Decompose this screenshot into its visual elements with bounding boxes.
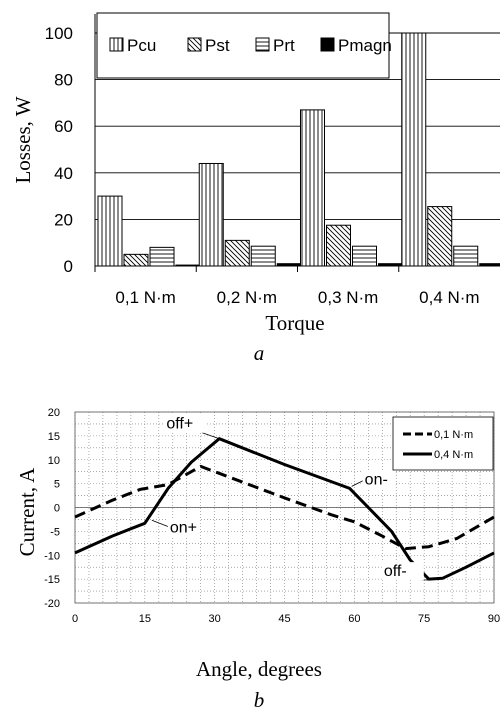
a-bar-prt xyxy=(250,245,276,267)
b-y-tick-label: -15 xyxy=(44,574,60,586)
a-caption: a xyxy=(254,341,265,365)
b-legend-box xyxy=(392,416,494,471)
b-series-line-2 xyxy=(74,437,495,581)
a-bars xyxy=(97,32,500,267)
b-annotation-label: off- xyxy=(384,563,407,580)
a-legend-label-pcu: Pcu xyxy=(127,36,156,55)
a-bar-pcu xyxy=(97,195,123,267)
b-annotations: off+ on+ on-off- xyxy=(151,414,429,581)
b-x-tick-label: 45 xyxy=(278,613,290,625)
b-y-tick-label: -10 xyxy=(44,550,60,562)
b-axes xyxy=(74,411,495,604)
b-annotation-bg xyxy=(381,562,424,581)
a-bar-pst xyxy=(326,224,351,267)
a-y-tick-label: 80 xyxy=(54,71,73,90)
b-annotation-bg xyxy=(167,518,201,537)
b-y-tick-label: 15 xyxy=(48,431,60,443)
a-axes xyxy=(94,14,500,272)
a-bar-pcu xyxy=(401,32,427,267)
b-annotation-bg xyxy=(362,470,396,489)
a-legend-box xyxy=(96,12,390,79)
b-annotation-leader xyxy=(151,519,170,528)
b-y-tick-label: -20 xyxy=(44,598,60,610)
a-legend-label-pst: Pst xyxy=(205,36,230,55)
a-legend-swatch-pmagn xyxy=(320,37,335,52)
b-y-tick-label: 10 xyxy=(48,455,60,467)
b-annotation-label: on+ xyxy=(170,519,197,536)
losses-bar-chart: 0 20 40 60 80 100 0,1 N·m 0,2 N·m 0,3 N·m 0,4 N·… xyxy=(11,12,500,365)
a-legend-swatch-pst xyxy=(187,37,202,52)
a-legend-label-prt: Prt xyxy=(273,36,295,55)
b-y-tick-label: 20 xyxy=(48,407,60,419)
a-bar-prt xyxy=(453,245,479,267)
b-x-tick-labels: 0 15 30 45 60 75 90 xyxy=(72,613,500,625)
b-annotation-leader xyxy=(202,432,220,440)
a-legend-swatch-prt xyxy=(255,37,270,52)
b-y-tick-labels: 20 15 10 5 0 -5 -10 -15 -20 xyxy=(44,407,60,610)
a-x-tick-label: 0,1 N·m xyxy=(115,288,175,307)
a-y-axis-label: Losses, W xyxy=(11,96,35,183)
b-x-tick-label: 90 xyxy=(488,613,500,625)
a-legend-label-pmagn: Pmagn xyxy=(338,36,392,55)
b-x-tick-label: 75 xyxy=(418,613,430,625)
b-series-lines xyxy=(74,437,495,581)
b-annotation-label: on- xyxy=(365,471,388,488)
a-bar-prt xyxy=(352,245,377,267)
a-y-tick-labels: 0 20 40 60 80 100 xyxy=(45,24,73,276)
current-line-chart: 20 15 10 5 0 -5 -10 -15 -20 0 15 30 45 60 75 90 off+ on… xyxy=(15,407,500,712)
b-gridlines xyxy=(74,411,495,604)
a-bar-pcu xyxy=(300,109,325,267)
a-legend-swatch-pcu xyxy=(109,37,124,52)
a-y-tick-label: 20 xyxy=(54,210,73,229)
b-legend-label-2: 0,4 N·m xyxy=(434,449,473,461)
b-legend-label-1: 0,1 N·m xyxy=(434,429,473,441)
a-x-tick-label: 0,3 N·m xyxy=(318,288,378,307)
b-annotation-bg xyxy=(164,414,207,433)
b-y-tick-label: 5 xyxy=(54,479,60,491)
b-x-axis-label: Angle, degrees xyxy=(196,657,322,681)
b-x-tick-label: 15 xyxy=(139,613,151,625)
a-y-tick-label: 0 xyxy=(64,257,73,276)
a-y-tick-label: 60 xyxy=(54,117,73,136)
b-y-tick-label: -5 xyxy=(50,526,60,538)
a-bar-pst xyxy=(224,239,250,267)
b-x-tick-label: 30 xyxy=(209,613,221,625)
b-x-tick-label: 60 xyxy=(348,613,360,625)
b-series-line-1 xyxy=(74,464,495,551)
a-legend: Pcu Pst Prt Pmagn xyxy=(96,12,392,79)
a-bar-pst xyxy=(427,206,453,267)
b-caption: b xyxy=(254,688,265,712)
a-x-tick-labels: 0,1 N·m 0,2 N·m 0,3 N·m 0,4 N·m xyxy=(115,288,479,307)
a-x-tick-label: 0,4 N·m xyxy=(419,288,479,307)
a-x-tick-label: 0,2 N·m xyxy=(217,288,277,307)
b-annotation-label: off+ xyxy=(166,416,193,433)
a-y-tick-label: 40 xyxy=(54,164,73,183)
b-y-tick-label: 0 xyxy=(54,503,60,515)
a-bar-prt xyxy=(149,246,175,267)
b-x-tick-label: 0 xyxy=(72,613,78,625)
b-annotation-leader xyxy=(351,480,364,487)
a-x-axis-label: Torque xyxy=(265,311,324,335)
a-bar-pcu xyxy=(198,162,224,267)
b-y-axis-label: Current, A xyxy=(15,467,39,556)
b-legend: 0,1 N·m 0,4 N·m xyxy=(392,416,494,471)
a-y-tick-label: 100 xyxy=(45,24,73,43)
a-bar-pst xyxy=(123,253,149,267)
